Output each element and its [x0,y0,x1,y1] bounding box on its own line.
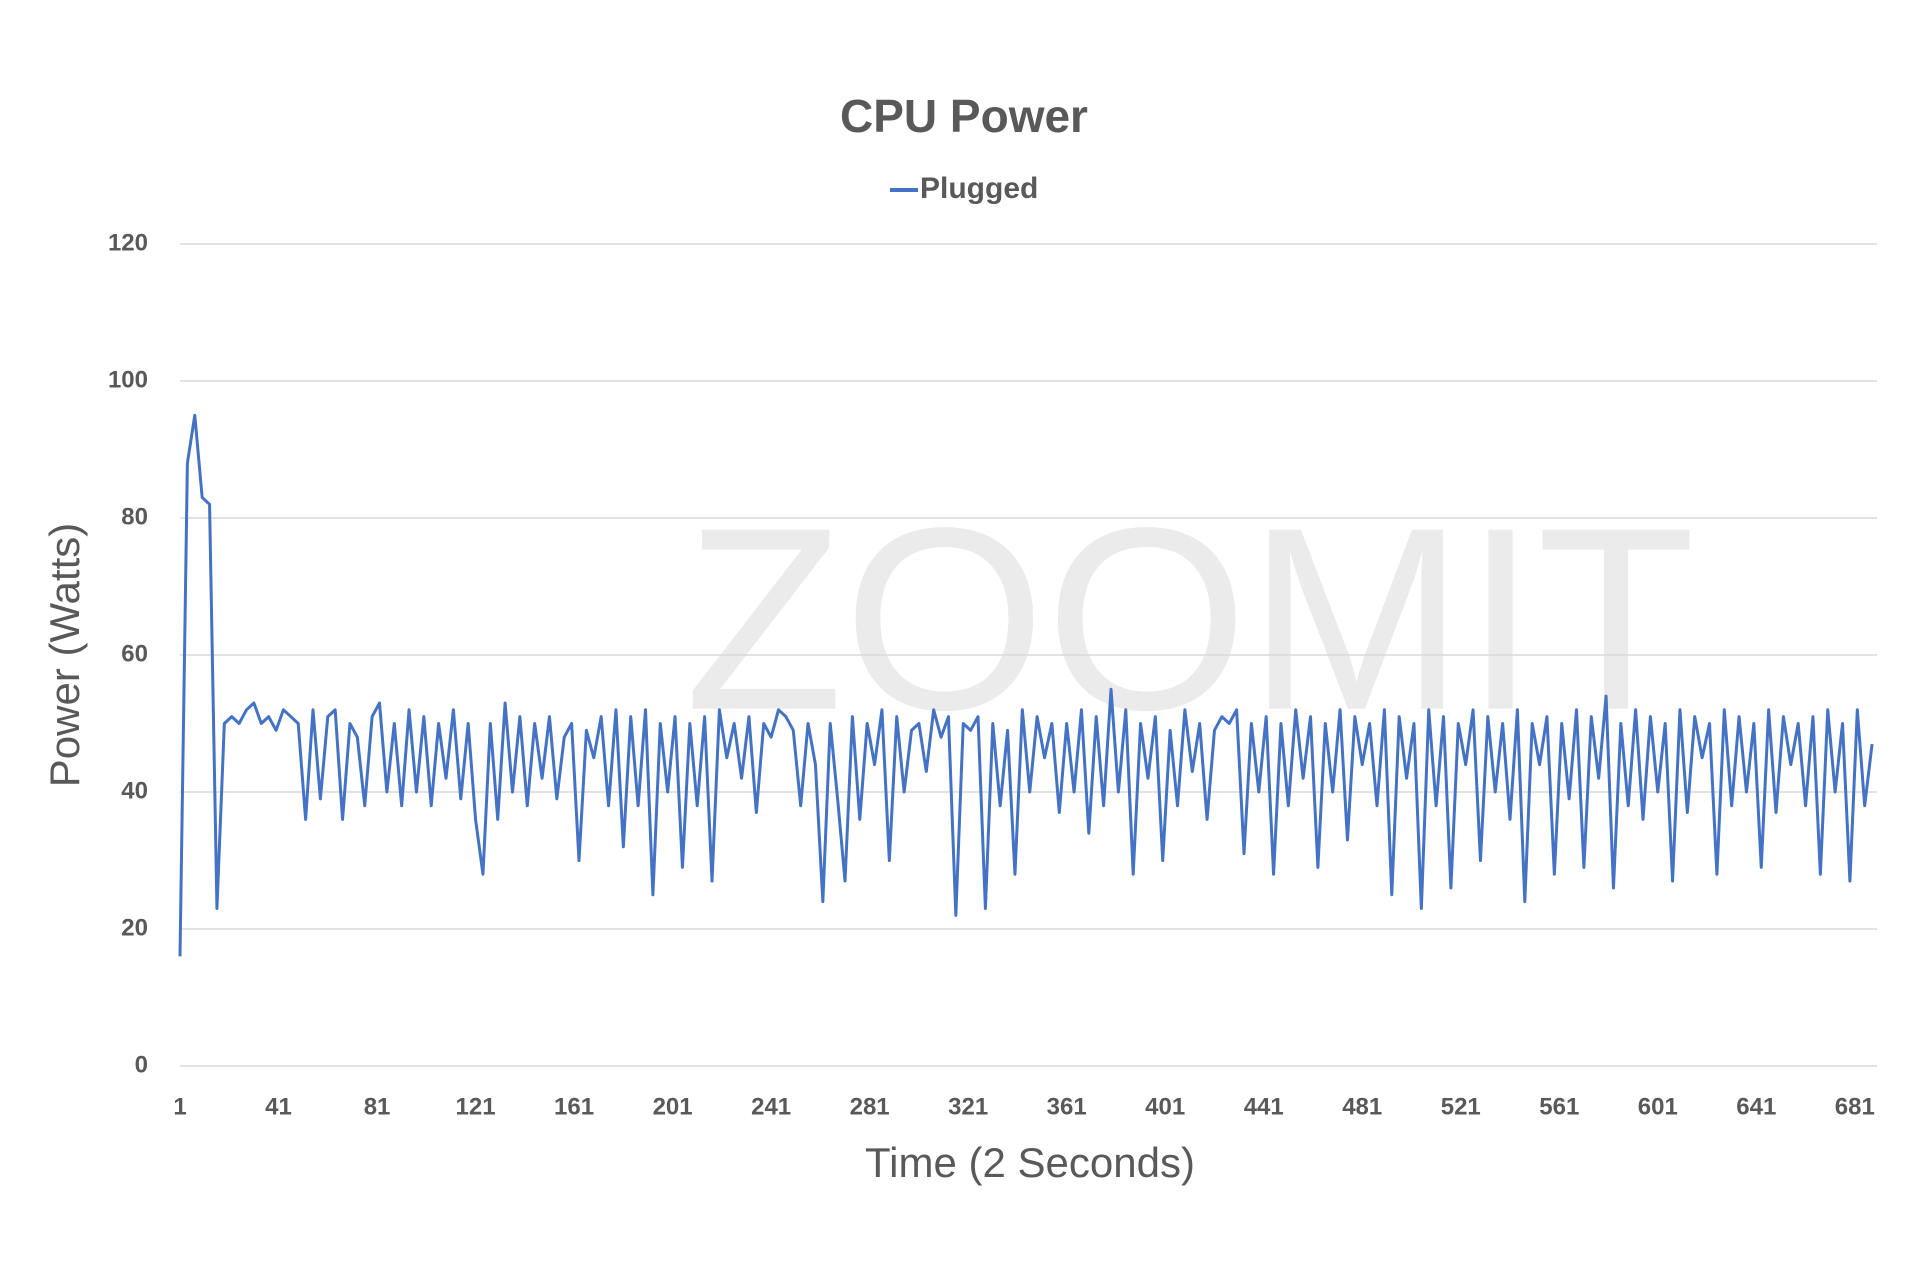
x-tick-label: 241 [751,1093,791,1120]
y-tick-label: 20 [121,914,148,941]
y-tick-label: 100 [108,366,148,393]
x-tick-label: 81 [364,1093,391,1120]
y-tick-label: 80 [121,503,148,530]
x-tick-label: 321 [948,1093,988,1120]
x-axis-title: Time (2 Seconds) [865,1139,1195,1186]
x-tick-label: 201 [653,1093,693,1120]
x-tick-label: 441 [1244,1093,1284,1120]
x-tick-label: 281 [850,1093,890,1120]
x-tick-label: 521 [1441,1093,1481,1120]
data-line [178,413,1874,957]
x-tick-label: 601 [1638,1093,1678,1120]
x-tick-label: 361 [1047,1093,1087,1120]
x-tick-label: 561 [1539,1093,1579,1120]
x-tick-label: 681 [1835,1093,1875,1120]
x-tick-label: 481 [1342,1093,1382,1120]
x-tick-label: 641 [1736,1093,1776,1120]
y-tick-label: 60 [121,640,148,667]
x-tick-label: 121 [456,1093,496,1120]
y-tick-label: 0 [135,1051,148,1078]
chart-title: CPU Power [840,90,1088,142]
x-tick-label: 41 [265,1093,292,1120]
x-tick-label: 401 [1145,1093,1185,1120]
x-tick-label: 1 [173,1093,186,1120]
y-tick-label: 120 [108,229,148,256]
y-tick-label: 40 [121,777,148,804]
x-tick-label: 161 [554,1093,594,1120]
y-axis-title: Power (Watts) [41,523,88,787]
legend-label: Plugged [920,172,1038,205]
